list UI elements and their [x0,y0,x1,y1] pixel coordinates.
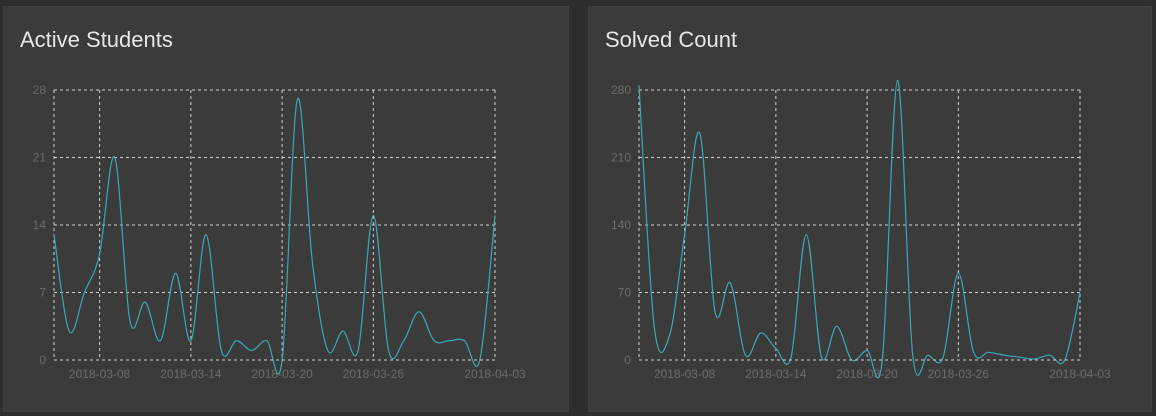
series-line [53,97,496,375]
y-tick-label: 28 [33,83,47,97]
x-tick-label: 2018-03-14 [160,367,222,381]
y-tick-label: 14 [33,218,47,232]
x-tick-label: 2018-04-03 [1049,367,1111,381]
x-tick-label: 2018-04-03 [464,367,526,381]
solved-count-chart: 0 70 140 210 280 2018-03-08 2018-03-14 2018-03-… [611,79,1111,381]
x-tick-label: 2018-03-26 [343,367,405,381]
x-tick-label: 2018-03-14 [745,367,807,381]
y-tick-label: 0 [624,353,631,367]
y-tick-label: 70 [618,286,632,300]
x-tick-label: 2018-03-26 [928,367,990,381]
y-tick-label: 140 [611,218,631,232]
series-line [638,79,1081,379]
y-tick-label: 210 [611,151,631,165]
y-tick-label: 0 [39,353,46,367]
y-tick-label: 7 [39,286,46,300]
solved-count-panel: Solved Count 0 70 140 210 280 2018-03-08 2018-… [588,6,1152,412]
y-tick-label: 280 [611,83,631,97]
x-tick-label: 2018-03-08 [654,367,716,381]
x-tick-label: 2018-03-20 [836,367,898,381]
x-tick-label: 2018-03-20 [251,367,313,381]
active-students-panel: Active Students 0 7 14 21 28 2018-03-08 2018-0… [3,6,569,412]
x-tick-label: 2018-03-08 [69,367,131,381]
y-tick-label: 21 [33,151,47,165]
active-students-chart: 0 7 14 21 28 2018-03-08 2018-03-14 2018-03-20 20… [33,83,526,381]
panel-title: Active Students [20,27,173,52]
panel-title: Solved Count [605,27,738,52]
